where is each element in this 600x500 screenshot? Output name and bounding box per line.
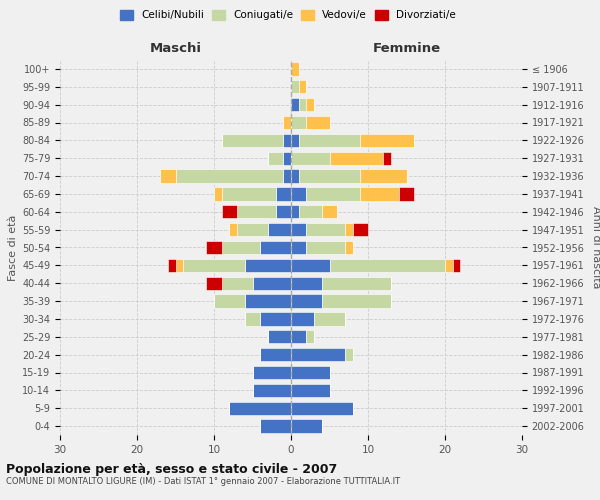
Bar — [299, 80, 307, 94]
Bar — [291, 420, 322, 433]
Bar — [291, 205, 299, 218]
Bar — [291, 366, 329, 379]
Bar — [345, 241, 353, 254]
Bar — [160, 170, 176, 183]
Bar — [268, 223, 291, 236]
Bar — [353, 223, 368, 236]
Bar — [383, 152, 391, 165]
Bar — [260, 241, 291, 254]
Bar — [176, 170, 283, 183]
Y-axis label: Anni di nascita: Anni di nascita — [591, 206, 600, 289]
Bar — [345, 223, 353, 236]
Bar — [360, 187, 399, 200]
Bar — [229, 402, 291, 415]
Bar — [291, 134, 299, 147]
Legend: Celibi/Nubili, Coniugati/e, Vedovi/e, Divorziati/e: Celibi/Nubili, Coniugati/e, Vedovi/e, Di… — [120, 10, 456, 20]
Bar — [253, 366, 291, 379]
Bar — [314, 312, 345, 326]
Bar — [291, 98, 299, 112]
Text: Maschi: Maschi — [149, 42, 202, 55]
Bar — [307, 116, 329, 129]
Bar — [229, 223, 237, 236]
Text: Popolazione per età, sesso e stato civile - 2007: Popolazione per età, sesso e stato civil… — [6, 462, 337, 475]
Bar — [291, 402, 353, 415]
Bar — [360, 170, 407, 183]
Bar — [275, 205, 291, 218]
Bar — [260, 420, 291, 433]
Bar — [245, 312, 260, 326]
Bar — [307, 330, 314, 344]
Bar — [291, 187, 307, 200]
Bar — [291, 62, 299, 76]
Bar — [291, 384, 329, 397]
Bar — [222, 187, 275, 200]
Bar — [222, 134, 283, 147]
Bar — [222, 205, 237, 218]
Bar — [283, 116, 291, 129]
Bar — [307, 187, 360, 200]
Bar — [283, 152, 291, 165]
Bar — [245, 294, 291, 308]
Bar — [445, 258, 453, 272]
Bar — [291, 241, 307, 254]
Bar — [329, 152, 383, 165]
Bar — [329, 258, 445, 272]
Bar — [206, 241, 222, 254]
Bar — [299, 205, 322, 218]
Bar — [322, 205, 337, 218]
Bar — [176, 258, 183, 272]
Y-axis label: Fasce di età: Fasce di età — [8, 214, 18, 280]
Text: Femmine: Femmine — [373, 42, 440, 55]
Bar — [206, 276, 222, 290]
Bar — [322, 276, 391, 290]
Bar — [291, 80, 299, 94]
Bar — [214, 294, 245, 308]
Bar — [245, 258, 291, 272]
Bar — [299, 134, 360, 147]
Bar — [183, 258, 245, 272]
Bar — [307, 241, 345, 254]
Text: COMUNE DI MONTALTO LIGURE (IM) - Dati ISTAT 1° gennaio 2007 - Elaborazione TUTTI: COMUNE DI MONTALTO LIGURE (IM) - Dati IS… — [6, 478, 400, 486]
Bar — [360, 134, 414, 147]
Bar — [345, 348, 353, 362]
Bar — [260, 312, 291, 326]
Bar — [253, 384, 291, 397]
Bar — [283, 134, 291, 147]
Bar — [291, 276, 322, 290]
Bar — [299, 170, 360, 183]
Bar — [237, 223, 268, 236]
Bar — [291, 170, 299, 183]
Bar — [322, 294, 391, 308]
Bar — [260, 348, 291, 362]
Bar — [399, 187, 414, 200]
Bar — [291, 258, 329, 272]
Bar — [283, 170, 291, 183]
Bar — [291, 152, 329, 165]
Bar — [291, 348, 345, 362]
Bar — [253, 276, 291, 290]
Bar — [168, 258, 176, 272]
Bar — [307, 98, 314, 112]
Bar — [214, 187, 222, 200]
Bar — [299, 98, 307, 112]
Bar — [307, 223, 345, 236]
Bar — [453, 258, 460, 272]
Bar — [268, 152, 283, 165]
Bar — [291, 312, 314, 326]
Bar — [268, 330, 291, 344]
Bar — [291, 116, 307, 129]
Bar — [291, 294, 322, 308]
Bar — [275, 187, 291, 200]
Bar — [222, 241, 260, 254]
Bar — [291, 223, 307, 236]
Bar — [222, 276, 253, 290]
Bar — [291, 330, 307, 344]
Bar — [237, 205, 275, 218]
